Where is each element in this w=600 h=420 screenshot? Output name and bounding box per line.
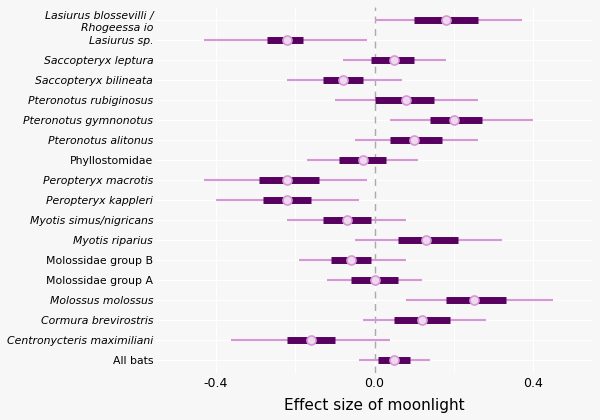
- X-axis label: Effect size of moonlight: Effect size of moonlight: [284, 398, 465, 413]
